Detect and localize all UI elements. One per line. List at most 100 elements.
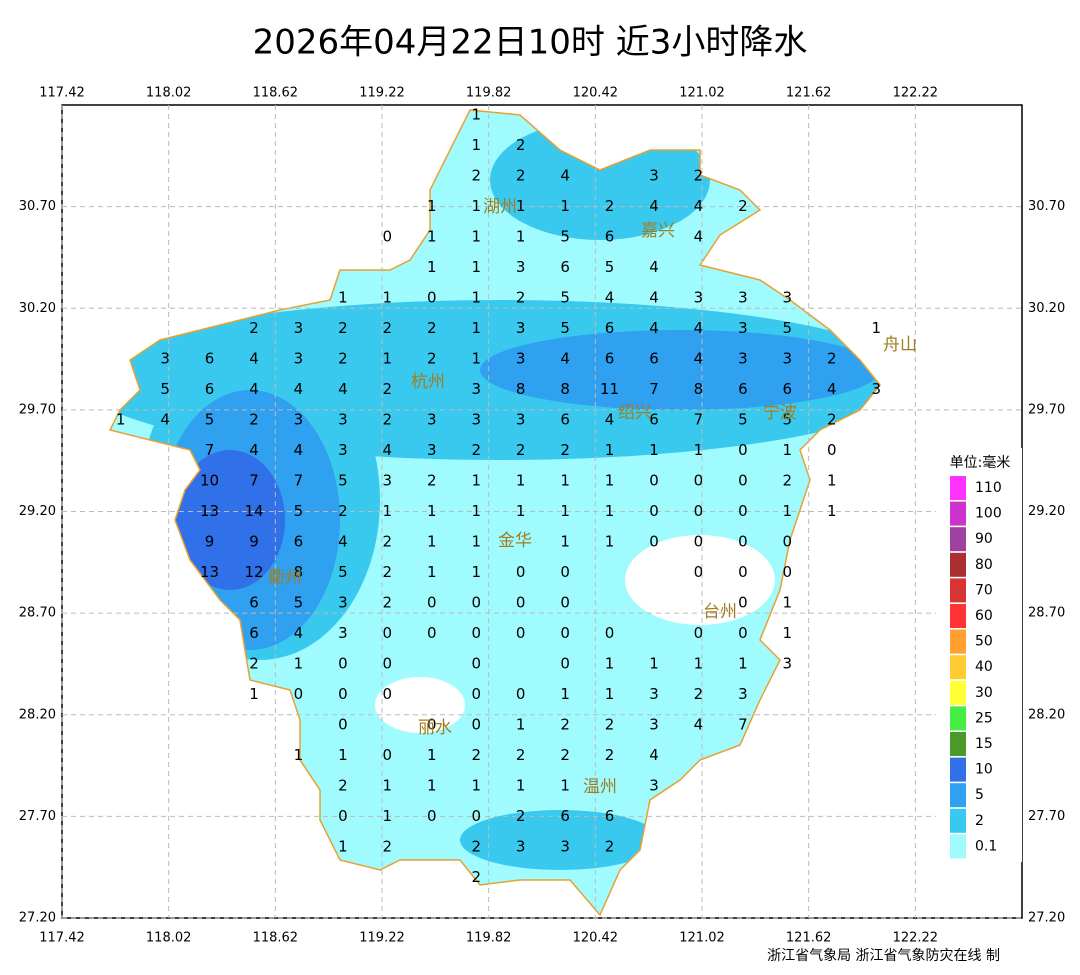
- station-value: 0: [694, 532, 704, 550]
- station-value: 0: [560, 593, 570, 611]
- station-value: 4: [160, 411, 170, 429]
- station-value: 6: [605, 350, 615, 368]
- station-value: 3: [783, 654, 793, 672]
- legend-swatch: [950, 834, 966, 859]
- station-value: 2: [827, 411, 837, 429]
- station-value: 2: [471, 837, 481, 855]
- station-value: 5: [338, 472, 348, 490]
- station-value: 3: [294, 319, 304, 337]
- x-tick-label: 117.42: [39, 931, 85, 946]
- station-value: 1: [249, 685, 259, 703]
- station-value: 1: [605, 532, 615, 550]
- station-value: 3: [649, 776, 659, 794]
- y-tick-label: 30.70: [19, 199, 56, 214]
- station-value: 1: [427, 228, 437, 246]
- grid: [61, 105, 1022, 919]
- station-value: 5: [560, 228, 570, 246]
- station-value: 2: [516, 746, 526, 764]
- x-tick-label: 122.22: [893, 931, 939, 946]
- station-value: 2: [516, 289, 526, 307]
- station-value: 1: [827, 472, 837, 490]
- station-value: 0: [738, 624, 748, 642]
- station-value: 1: [383, 350, 393, 368]
- station-value: 3: [516, 411, 526, 429]
- station-value: 7: [294, 472, 304, 490]
- station-value: 6: [649, 411, 659, 429]
- station-value: 2: [827, 350, 837, 368]
- legend-label: 80: [975, 557, 993, 573]
- x-tick-label: 121.02: [679, 931, 725, 946]
- station-value: 0: [738, 472, 748, 490]
- station-value: 4: [383, 441, 393, 459]
- x-tick-label: 118.02: [146, 931, 192, 946]
- city-label: 金华: [498, 531, 532, 551]
- station-value: 0: [471, 624, 481, 642]
- station-value: 2: [605, 746, 615, 764]
- station-value: 0: [560, 624, 570, 642]
- station-value: 5: [560, 319, 570, 337]
- x-tick-label: 117.42: [39, 86, 85, 101]
- station-value: 2: [471, 746, 481, 764]
- station-value: 5: [294, 593, 304, 611]
- station-value: 3: [516, 837, 526, 855]
- station-value: 1: [738, 654, 748, 672]
- station-value: 1: [471, 532, 481, 550]
- station-value: 14: [244, 502, 263, 520]
- station-value: 2: [249, 319, 259, 337]
- legend-swatch: [950, 783, 966, 808]
- station-value: 3: [783, 350, 793, 368]
- station-value: 12: [244, 563, 263, 581]
- station-value: 1: [471, 197, 481, 215]
- station-value: 4: [694, 197, 704, 215]
- station-value: 6: [738, 380, 748, 398]
- station-value: 1: [471, 136, 481, 154]
- station-value: 10: [200, 472, 219, 490]
- station-value: 1: [471, 319, 481, 337]
- station-value: 4: [560, 350, 570, 368]
- x-tick-label: 118.62: [253, 86, 299, 101]
- station-value: 0: [427, 807, 437, 825]
- station-value: 3: [738, 289, 748, 307]
- station-value: 0: [694, 624, 704, 642]
- legend-swatch: [950, 578, 966, 603]
- station-value: 1: [471, 472, 481, 490]
- station-value: 3: [383, 472, 393, 490]
- station-value: 2: [605, 715, 615, 733]
- station-value: 4: [694, 715, 704, 733]
- legend-swatch: [950, 757, 966, 782]
- station-value: 4: [338, 380, 348, 398]
- y-tick-label: 27.70: [19, 809, 56, 824]
- station-value: 5: [605, 258, 615, 276]
- station-value: 2: [383, 532, 393, 550]
- station-value: 4: [249, 350, 259, 368]
- station-value: 0: [471, 654, 481, 672]
- station-value: 1: [560, 685, 570, 703]
- station-value: 4: [649, 289, 659, 307]
- station-value: 1: [294, 746, 304, 764]
- y-tick-label: 29.20: [19, 504, 56, 519]
- station-value: 1: [560, 472, 570, 490]
- station-value: 1: [605, 685, 615, 703]
- city-label: 绍兴: [618, 403, 652, 423]
- station-value: 4: [605, 289, 615, 307]
- map-title: 2026年04月22日10时 近3小时降水: [253, 23, 808, 63]
- station-value: 1: [427, 776, 437, 794]
- station-value: 1: [427, 502, 437, 520]
- station-value: 1: [116, 411, 126, 429]
- station-value: 1: [694, 441, 704, 459]
- station-value: 0: [338, 715, 348, 733]
- station-value: 3: [294, 411, 304, 429]
- station-value: 3: [427, 441, 437, 459]
- station-value: 6: [649, 350, 659, 368]
- station-value: 3: [160, 350, 170, 368]
- station-value: 1: [560, 776, 570, 794]
- rain-area: [480, 330, 880, 410]
- station-value: 1: [294, 654, 304, 672]
- station-value: 6: [294, 532, 304, 550]
- station-value: 6: [783, 380, 793, 398]
- station-value: 1: [605, 472, 615, 490]
- station-value: 1: [427, 197, 437, 215]
- station-value: 1: [560, 502, 570, 520]
- station-value: 0: [383, 685, 393, 703]
- station-value: 2: [338, 502, 348, 520]
